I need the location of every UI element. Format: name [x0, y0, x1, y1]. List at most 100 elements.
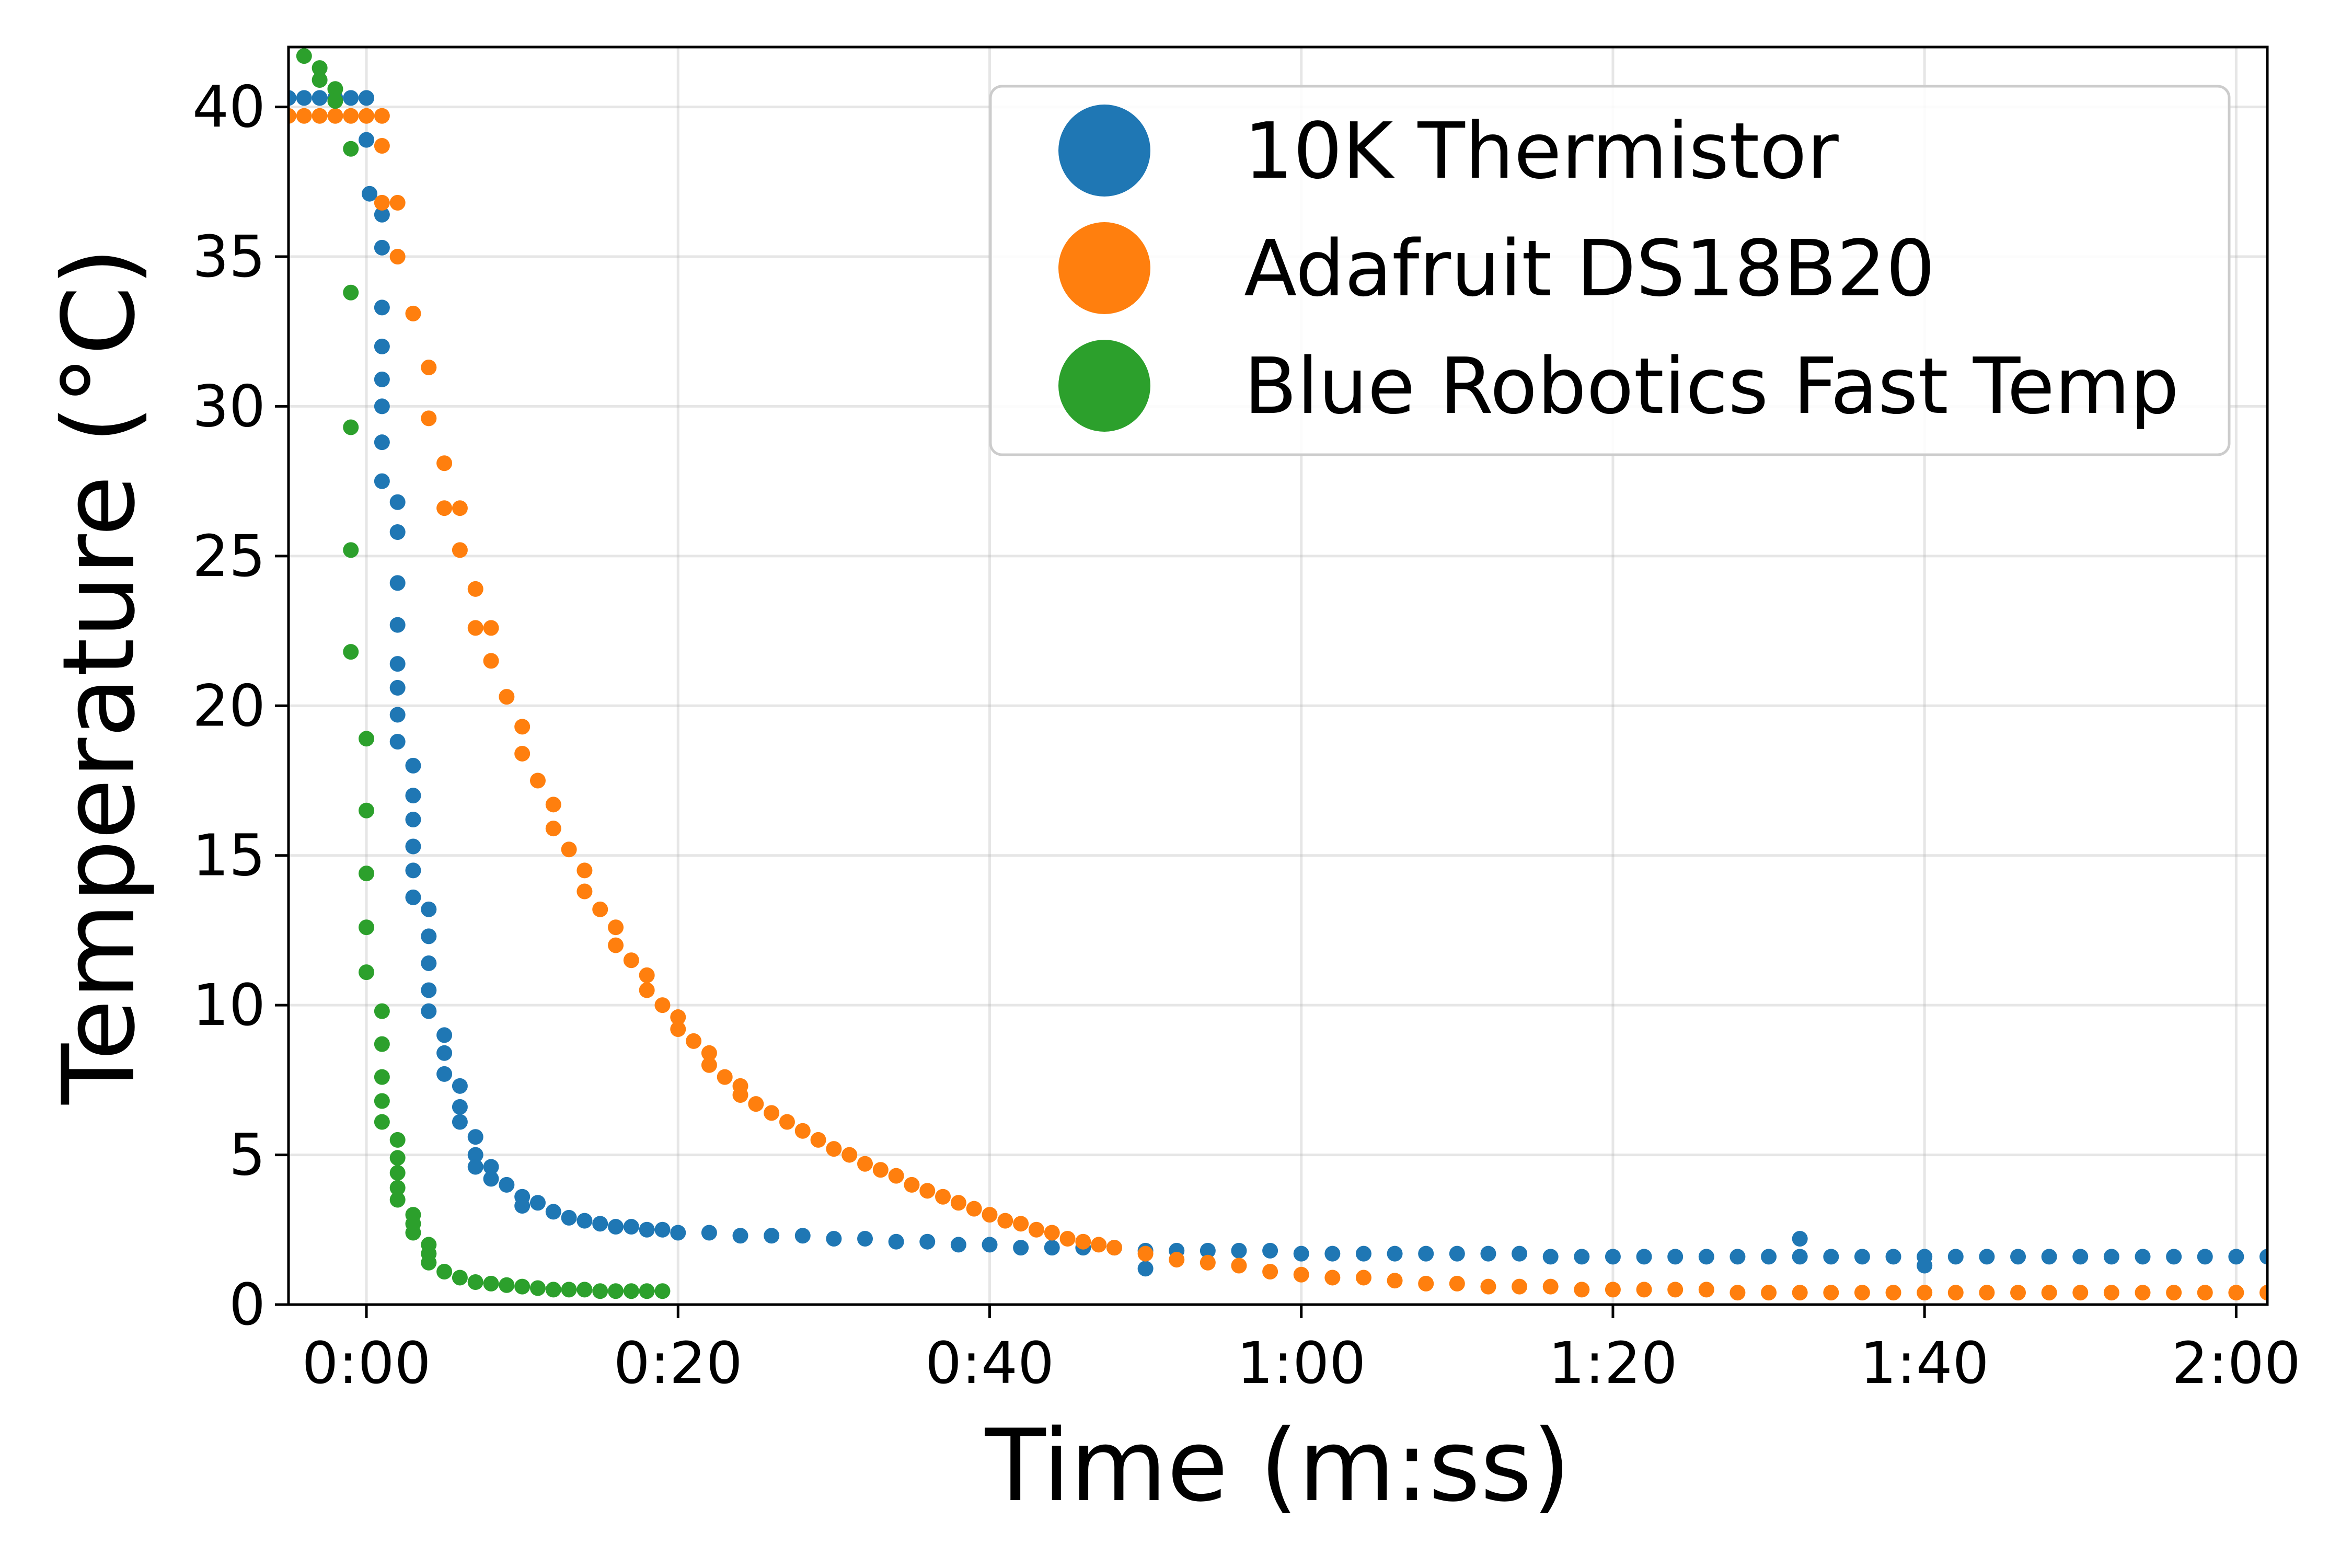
data-point	[670, 1225, 686, 1241]
data-point	[1947, 1249, 1964, 1265]
data-point	[888, 1233, 904, 1250]
data-point	[421, 1003, 437, 1019]
x-tick-label: 1:00	[1237, 1330, 1366, 1397]
data-point	[1262, 1263, 1278, 1279]
data-point	[499, 1277, 515, 1293]
data-point	[467, 1129, 483, 1145]
y-tick-label: 25	[192, 523, 266, 590]
data-point	[289, 108, 296, 124]
data-point	[654, 1221, 671, 1238]
data-point	[654, 997, 671, 1013]
data-point	[1698, 1282, 1714, 1298]
legend-box	[989, 85, 2231, 456]
data-point	[389, 524, 406, 540]
data-point	[529, 773, 546, 789]
data-point	[1324, 1270, 1341, 1286]
data-point	[405, 862, 421, 879]
data-point	[1854, 1249, 1870, 1265]
data-point	[374, 1093, 390, 1109]
data-point	[717, 1069, 733, 1085]
data-point	[389, 656, 406, 672]
data-point	[343, 141, 359, 157]
data-point	[1667, 1282, 1684, 1298]
data-point	[1761, 1249, 1777, 1265]
data-point	[2072, 1285, 2089, 1301]
data-point	[592, 901, 608, 917]
data-point	[545, 1204, 561, 1220]
legend-marker	[1058, 105, 1150, 197]
data-point	[1355, 1246, 1371, 1262]
data-point	[405, 811, 421, 827]
data-point	[359, 90, 375, 106]
data-point	[2228, 1249, 2244, 1265]
legend-marker	[1058, 340, 1150, 432]
data-point	[670, 1009, 686, 1025]
data-point	[919, 1183, 936, 1199]
data-point	[1761, 1285, 1777, 1301]
data-point	[374, 194, 390, 211]
data-point	[1059, 1230, 1076, 1247]
data-point	[421, 359, 437, 375]
data-point	[452, 1078, 468, 1094]
data-point	[1605, 1249, 1621, 1265]
data-point	[467, 1159, 483, 1175]
data-point	[436, 1045, 453, 1061]
data-point	[1792, 1230, 1808, 1247]
data-point	[389, 249, 406, 264]
data-point	[639, 967, 655, 983]
data-point	[2103, 1249, 2119, 1265]
data-point	[2228, 1285, 2244, 1301]
data-point	[1730, 1285, 1746, 1301]
data-point	[359, 919, 375, 936]
data-point	[1885, 1249, 1901, 1265]
data-point	[608, 1283, 624, 1299]
data-point	[686, 1033, 702, 1049]
data-point	[982, 1207, 998, 1223]
data-point	[467, 1274, 483, 1290]
data-point	[1418, 1246, 1434, 1262]
data-point	[1636, 1282, 1652, 1298]
data-point	[639, 1221, 655, 1238]
data-point	[405, 788, 421, 804]
data-point	[2135, 1249, 2151, 1265]
data-point	[389, 494, 406, 510]
data-point	[982, 1237, 998, 1253]
data-point	[374, 138, 390, 154]
data-point	[312, 90, 328, 106]
data-point	[2166, 1249, 2182, 1265]
data-point	[623, 952, 639, 969]
data-point	[343, 90, 359, 106]
data-point	[327, 81, 343, 97]
data-point	[857, 1156, 873, 1172]
data-point	[654, 1283, 671, 1299]
data-point	[1231, 1242, 1247, 1259]
data-point	[436, 1066, 453, 1082]
data-point	[343, 419, 359, 435]
data-point	[421, 1254, 437, 1271]
data-point	[1075, 1233, 1091, 1250]
data-point	[670, 1021, 686, 1037]
data-point	[529, 1280, 546, 1296]
data-point	[374, 371, 390, 387]
data-point	[467, 1147, 483, 1163]
data-point	[794, 1123, 811, 1139]
data-point	[359, 108, 375, 124]
y-tick-label: 10	[192, 972, 266, 1039]
data-point	[1449, 1246, 1465, 1262]
data-point	[577, 1213, 593, 1229]
legend-marker	[1058, 222, 1150, 314]
data-point	[421, 955, 437, 971]
data-point	[577, 883, 593, 900]
data-point	[452, 500, 468, 516]
data-point	[405, 305, 421, 321]
data-point	[343, 108, 359, 124]
data-point	[389, 734, 406, 750]
data-point	[841, 1147, 858, 1163]
data-point	[561, 841, 577, 858]
data-point	[919, 1233, 936, 1250]
x-tick-label: 0:20	[614, 1330, 743, 1397]
data-point	[374, 299, 390, 316]
data-point	[545, 1282, 561, 1298]
data-point	[483, 1275, 499, 1292]
data-point	[2010, 1285, 2026, 1301]
